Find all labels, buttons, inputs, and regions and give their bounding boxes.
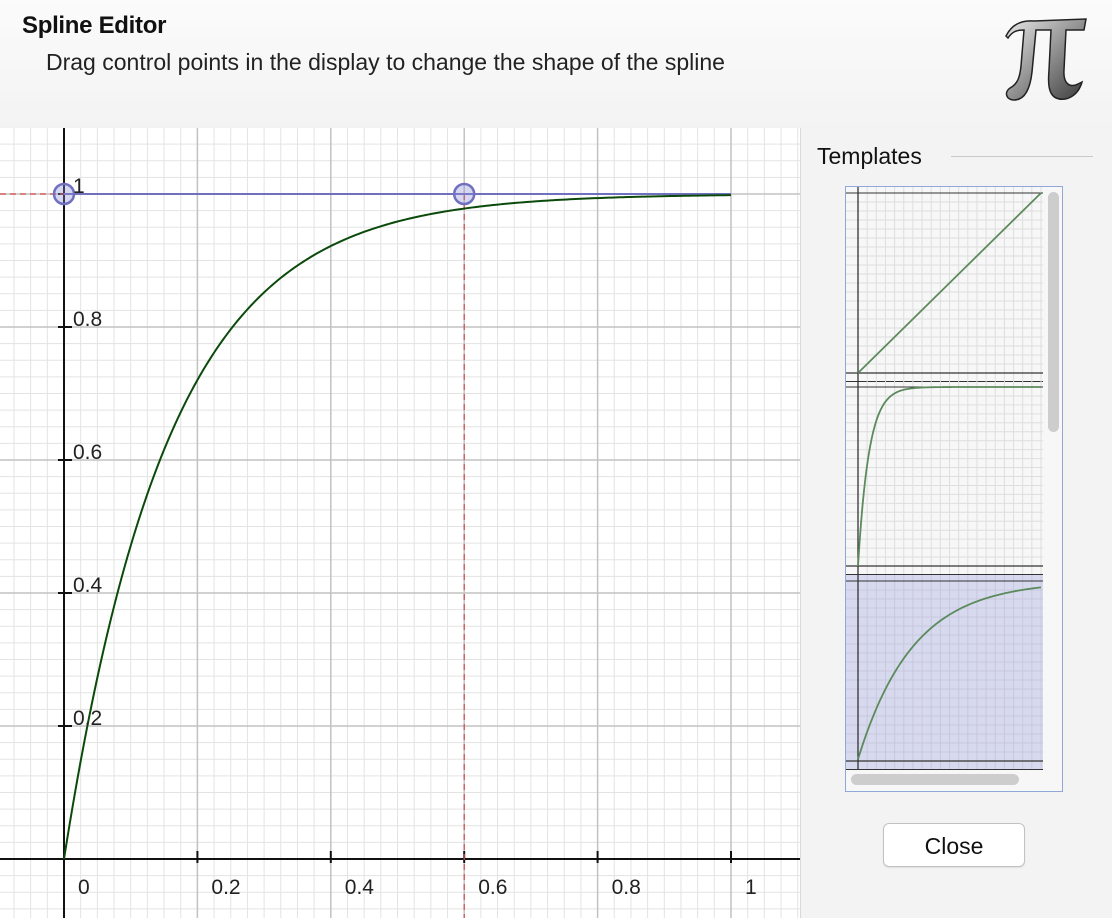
template-thumbnail [846,381,1043,574]
y-tick-label: 0.2 [73,707,102,730]
templates-label: Templates [817,143,922,169]
control-point-handle[interactable] [52,182,76,206]
template-linear[interactable] [846,187,1043,382]
x-tick-label: 1 [745,876,757,899]
thumb-curve [857,586,1042,760]
dialog-header: Spline Editor Drag control points in the… [0,0,1112,128]
ticks [58,193,732,863]
pi-icon [1005,18,1087,101]
y-axis-labels: 0.2 0.4 0.6 0.8 1 [73,175,103,730]
y-tick-label: 0.4 [73,574,103,597]
thumb-curve [857,386,1041,567]
templates-divider [951,156,1093,157]
spline-curve [63,194,732,860]
vertical-scrollbar[interactable] [1048,192,1059,432]
templates-list[interactable] [845,186,1063,792]
x-tick-label: 0.4 [345,876,375,899]
template-fast-ease-out[interactable] [846,381,1043,575]
control-point-handle[interactable] [452,182,476,206]
spline-canvas[interactable]: 0 0.2 0.4 0.6 0.8 1 0.2 0.4 0.6 0.8 1 [0,128,800,918]
horizontal-scrollbar[interactable] [851,774,1019,785]
template-thumbnail [846,187,1043,381]
x-tick-label: 0.6 [478,876,507,899]
x-tick-label: 0.8 [612,876,641,899]
guide-lines [0,193,731,918]
control-points[interactable] [52,182,476,206]
axes [0,128,800,918]
thumb-curve [857,192,1042,374]
template-ease-out[interactable] [846,575,1043,770]
dialog-title: Spline Editor [22,12,167,39]
y-tick-label: 0.8 [73,308,102,331]
major-grid [0,128,800,918]
spline-plot[interactable]: 0 0.2 0.4 0.6 0.8 1 0.2 0.4 0.6 0.8 1 [0,128,801,918]
x-tick-label: 0 [78,876,90,899]
close-button[interactable]: Close [883,823,1025,867]
template-thumbnail [846,575,1043,769]
dialog-subtitle: Drag control points in the display to ch… [46,49,725,75]
templates-pane: Templates Close [801,128,1112,918]
y-tick-label: 1 [73,175,85,198]
x-tick-label: 0.2 [211,876,240,899]
x-axis-labels: 0 0.2 0.4 0.6 0.8 1 [78,876,757,899]
y-tick-label: 0.6 [73,441,102,464]
minor-grid [0,128,800,918]
